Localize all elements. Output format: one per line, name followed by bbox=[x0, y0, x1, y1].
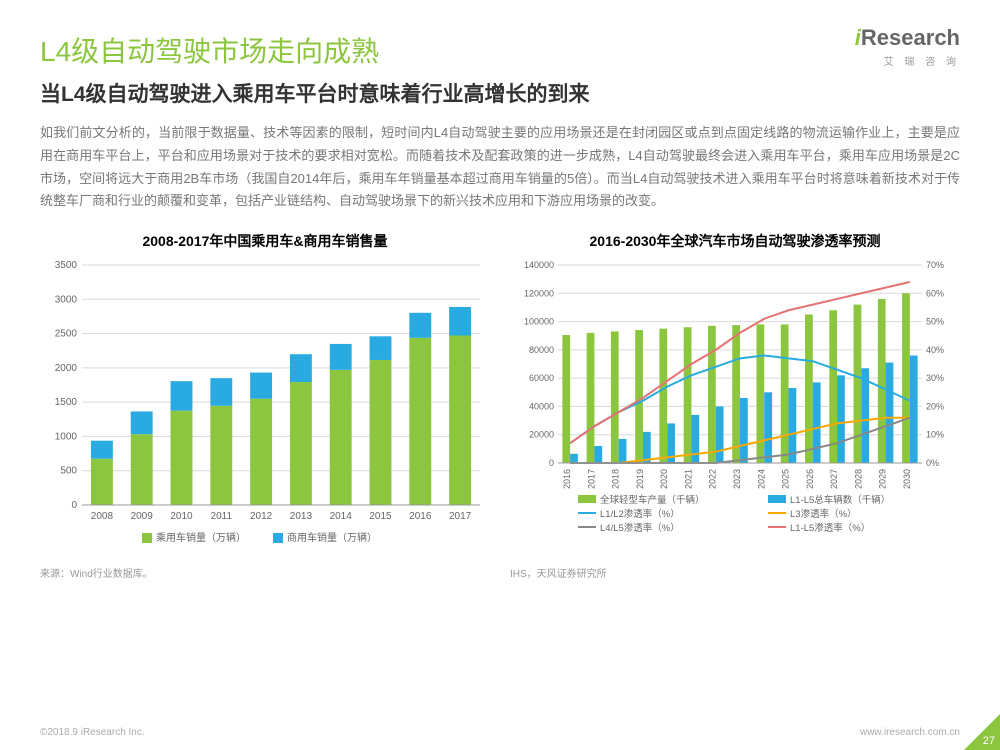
svg-text:10%: 10% bbox=[926, 430, 944, 440]
footer-url: www.iresearch.com.cn bbox=[860, 727, 960, 738]
chart-left-column: 2008-2017年中国乘用车&商用车销售量 0 500 1000 1500 2000 2… bbox=[40, 231, 490, 580]
chart2-title: 2016-2030年全球汽车市场自动驾驶渗透率预测 bbox=[510, 231, 960, 251]
svg-text:2021: 2021 bbox=[683, 469, 693, 489]
svg-text:L1/L2渗透率（%）: L1/L2渗透率（%） bbox=[600, 508, 680, 520]
page-footer: ©2018.9 iResearch Inc. www.iresearch.com… bbox=[40, 727, 960, 738]
svg-text:2010: 2010 bbox=[170, 511, 193, 522]
logo-sub: 艾 瑞 咨 询 bbox=[855, 53, 960, 68]
svg-text:L1-L5总车辆数（千辆）: L1-L5总车辆数（千辆） bbox=[790, 494, 890, 506]
svg-text:40%: 40% bbox=[926, 345, 944, 355]
svg-text:L1-L5渗透率（%）: L1-L5渗透率（%） bbox=[790, 522, 870, 534]
svg-text:2014: 2014 bbox=[330, 511, 353, 522]
svg-text:L4/L5渗透率（%）: L4/L5渗透率（%） bbox=[600, 522, 680, 534]
logo-brand: Research bbox=[861, 25, 960, 50]
svg-text:L3渗透率（%）: L3渗透率（%） bbox=[790, 508, 857, 520]
svg-text:2025: 2025 bbox=[781, 469, 791, 489]
svg-text:0: 0 bbox=[549, 458, 554, 468]
svg-text:2030: 2030 bbox=[902, 469, 912, 489]
svg-text:2015: 2015 bbox=[369, 511, 392, 522]
svg-text:2017: 2017 bbox=[449, 511, 472, 522]
chart1-svg: 0 500 1000 1500 2000 2500 3000 3500 2008 2009 2010… bbox=[40, 259, 490, 559]
svg-text:1500: 1500 bbox=[55, 397, 78, 408]
svg-text:60000: 60000 bbox=[529, 373, 554, 383]
svg-text:2008: 2008 bbox=[91, 511, 114, 522]
svg-text:2500: 2500 bbox=[55, 329, 78, 340]
svg-text:120000: 120000 bbox=[524, 288, 554, 298]
footer-copyright: ©2018.9 iResearch Inc. bbox=[40, 727, 145, 738]
svg-text:3000: 3000 bbox=[55, 294, 78, 305]
svg-text:2022: 2022 bbox=[708, 469, 718, 489]
chart1-source: 来源：Wind行业数据库。 bbox=[40, 565, 490, 580]
svg-text:0%: 0% bbox=[926, 458, 939, 468]
svg-text:3500: 3500 bbox=[55, 260, 78, 271]
page-title: L4级自动驾驶市场走向成熟 bbox=[40, 30, 960, 70]
chart2-svg: 0 20000 40000 60000 80000 100000 120000 140000 0… bbox=[510, 259, 960, 559]
svg-text:2000: 2000 bbox=[55, 363, 78, 374]
svg-text:140000: 140000 bbox=[524, 260, 554, 270]
svg-text:20000: 20000 bbox=[529, 430, 554, 440]
svg-text:2019: 2019 bbox=[635, 469, 645, 489]
svg-text:40000: 40000 bbox=[529, 401, 554, 411]
svg-text:60%: 60% bbox=[926, 288, 944, 298]
svg-text:2020: 2020 bbox=[659, 469, 669, 489]
svg-text:70%: 70% bbox=[926, 260, 944, 270]
svg-text:2024: 2024 bbox=[756, 469, 766, 489]
svg-text:乘用车销量（万辆）: 乘用车销量（万辆） bbox=[156, 531, 246, 544]
svg-text:2029: 2029 bbox=[878, 469, 888, 489]
svg-text:2016: 2016 bbox=[409, 511, 432, 522]
svg-text:80000: 80000 bbox=[529, 345, 554, 355]
svg-text:0: 0 bbox=[71, 500, 77, 511]
svg-text:2012: 2012 bbox=[250, 511, 273, 522]
svg-text:全球轻型车产量（千辆）: 全球轻型车产量（千辆） bbox=[600, 494, 705, 506]
svg-text:30%: 30% bbox=[926, 373, 944, 383]
svg-text:2018: 2018 bbox=[611, 469, 621, 489]
page-subtitle: 当L4级自动驾驶进入乘用车平台时意味着行业高增长的到来 bbox=[40, 78, 960, 108]
chart2-source: IHS，天风证券研究所 bbox=[510, 565, 960, 580]
body-paragraph: 如我们前文分析的，当前限于数据量、技术等因素的限制，短时间内L4自动驾驶主要的应… bbox=[40, 122, 960, 213]
chart1-title: 2008-2017年中国乘用车&商用车销售量 bbox=[40, 231, 490, 251]
svg-text:100000: 100000 bbox=[524, 317, 554, 327]
svg-text:2016: 2016 bbox=[562, 469, 572, 489]
page-number: 27 bbox=[983, 735, 995, 747]
svg-text:50%: 50% bbox=[926, 317, 944, 327]
svg-text:500: 500 bbox=[60, 466, 77, 477]
svg-text:1000: 1000 bbox=[55, 431, 78, 442]
svg-text:2028: 2028 bbox=[853, 469, 863, 489]
svg-text:商用车销量（万辆）: 商用车销量（万辆） bbox=[287, 531, 377, 544]
svg-text:2009: 2009 bbox=[131, 511, 154, 522]
svg-text:2027: 2027 bbox=[829, 469, 839, 489]
svg-text:2023: 2023 bbox=[732, 469, 742, 489]
svg-text:2026: 2026 bbox=[805, 469, 815, 489]
chart-right-column: 2016-2030年全球汽车市场自动驾驶渗透率预测 0 20000 40000 600… bbox=[510, 231, 960, 580]
svg-text:2011: 2011 bbox=[211, 511, 233, 522]
brand-logo: iResearch 艾 瑞 咨 询 bbox=[855, 25, 960, 68]
svg-text:2013: 2013 bbox=[290, 511, 313, 522]
svg-text:2017: 2017 bbox=[586, 469, 596, 489]
svg-text:20%: 20% bbox=[926, 401, 944, 411]
